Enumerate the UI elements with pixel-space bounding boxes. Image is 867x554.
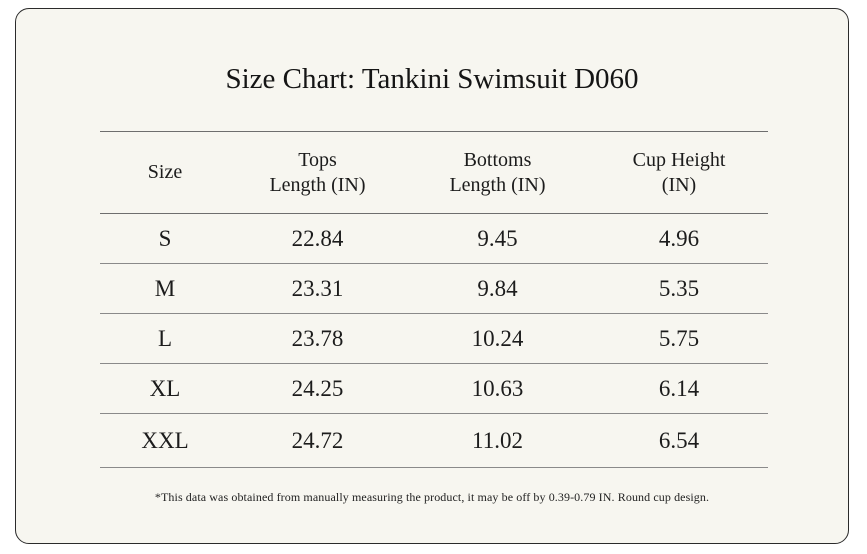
cell-size: XXL <box>100 413 230 468</box>
cell-bottoms-length: 11.02 <box>405 413 590 468</box>
header-bottoms-line2: Length (IN) <box>449 173 546 196</box>
header-cup-height: Cup Height (IN) <box>590 131 768 214</box>
cell-size: S <box>100 213 230 264</box>
header-size-label: Size <box>147 161 183 183</box>
cell-tops-length: 23.78 <box>230 313 405 364</box>
cell-size: L <box>100 313 230 364</box>
table-header-row: Size Tops Length (IN) Bottoms Length (IN… <box>100 131 768 214</box>
table-row: XXL 24.72 11.02 6.54 <box>100 413 768 468</box>
header-tops-line2: Length (IN) <box>269 173 366 196</box>
size-table: Size Tops Length (IN) Bottoms Length (IN… <box>100 131 768 468</box>
cell-size: M <box>100 263 230 314</box>
cell-tops-length: 24.25 <box>230 363 405 414</box>
table-row: M 23.31 9.84 5.35 <box>100 263 768 314</box>
header-cup-line1: Cup Height <box>632 148 726 171</box>
header-cup-line2: (IN) <box>661 173 697 196</box>
cell-bottoms-length: 10.24 <box>405 313 590 364</box>
chart-title: Size Chart: Tankini Swimsuit D060 <box>225 63 639 95</box>
cell-bottoms-length: 9.84 <box>405 263 590 314</box>
header-bottoms-line1: Bottoms <box>463 148 532 171</box>
table-row: L 23.78 10.24 5.75 <box>100 313 768 364</box>
cell-cup-height: 5.75 <box>590 313 768 364</box>
cell-cup-height: 6.14 <box>590 363 768 414</box>
cell-tops-length: 24.72 <box>230 413 405 468</box>
footnote: *This data was obtained from manually me… <box>154 490 710 504</box>
cell-tops-length: 23.31 <box>230 263 405 314</box>
cell-bottoms-length: 10.63 <box>405 363 590 414</box>
header-size: Size <box>100 131 230 214</box>
header-tops-length: Tops Length (IN) <box>230 131 405 214</box>
table-row: XL 24.25 10.63 6.14 <box>100 363 768 414</box>
cell-size: XL <box>100 363 230 414</box>
cell-cup-height: 6.54 <box>590 413 768 468</box>
cell-bottoms-length: 9.45 <box>405 213 590 264</box>
header-bottoms-length: Bottoms Length (IN) <box>405 131 590 214</box>
table-row: S 22.84 9.45 4.96 <box>100 213 768 264</box>
cell-cup-height: 5.35 <box>590 263 768 314</box>
size-chart-card: Size Chart: Tankini Swimsuit D060 Size T… <box>15 8 849 544</box>
header-tops-line1: Tops <box>298 148 337 171</box>
cell-tops-length: 22.84 <box>230 213 405 264</box>
cell-cup-height: 4.96 <box>590 213 768 264</box>
